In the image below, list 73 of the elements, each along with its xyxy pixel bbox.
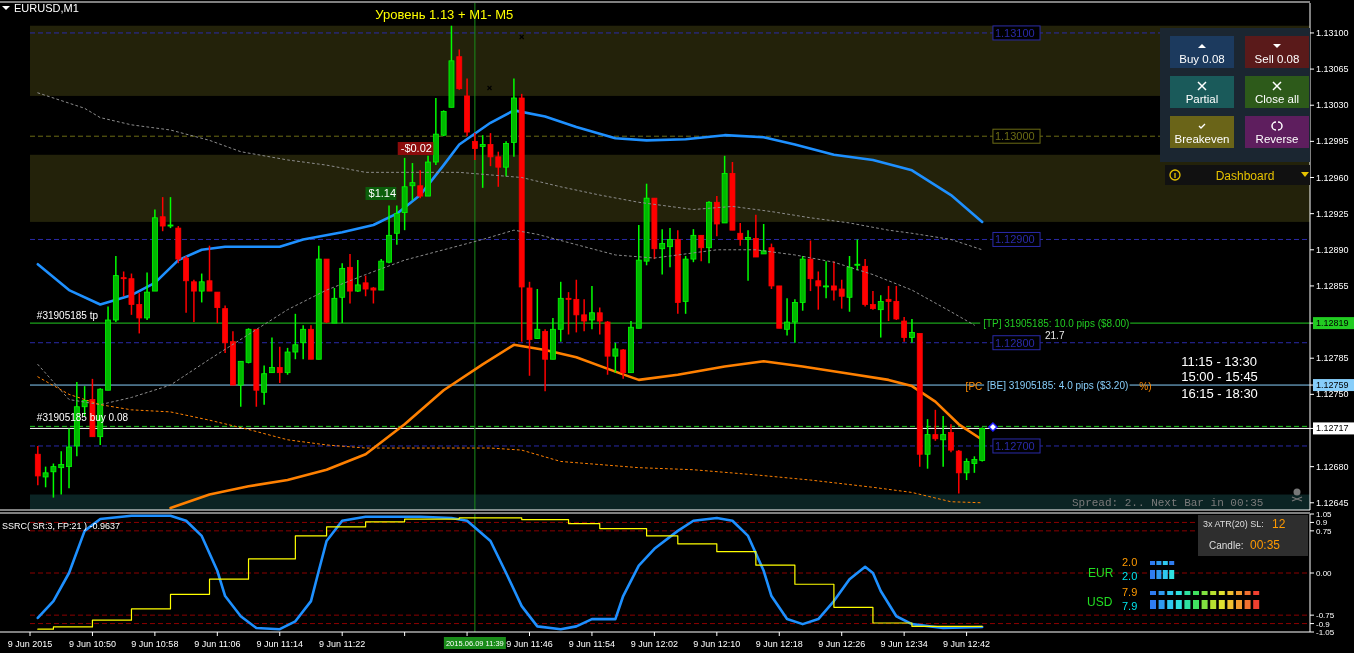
y-tick-label: -0.75 (1316, 611, 1335, 621)
ref-line-label: 1.13100 (994, 26, 1035, 39)
annotation: [PC (965, 381, 983, 392)
y-tick-label: 0.75 (1316, 526, 1333, 536)
y-tick-label: 1.12717 (1316, 423, 1349, 434)
annotation: Breakeven (1174, 133, 1230, 145)
y-tick-label: 1.12819 (1316, 318, 1349, 329)
y-tick-label: 1.13030 (1316, 100, 1349, 111)
annotation: 12 (1272, 517, 1286, 531)
y-tick-label: 1.12645 (1316, 497, 1349, 508)
annotation: Dashboard (1215, 169, 1275, 183)
annotation: Partial (1185, 93, 1219, 105)
annotation: Close all (1254, 93, 1300, 105)
x-tick-label: 9 Jun 11:14 (256, 639, 303, 649)
annotation: 16:15 - 18:30 (1181, 386, 1258, 401)
x-tick-label: 9 Jun 12:10 (693, 639, 741, 649)
annotation: $1.14 (368, 187, 397, 199)
x-tick-label: 9 Jun 12:34 (880, 639, 928, 649)
y-tick-label: 1.05 (1316, 510, 1333, 519)
text: SSRC( SR:3, FP:21 ) -0.9637 (2, 521, 121, 531)
ref-line-label: 1.12800 (994, 336, 1035, 349)
x-tick-label: 9 Jun 12:26 (818, 639, 866, 649)
y-tick-label: 1.12925 (1316, 208, 1349, 219)
y-tick-label: 1.12960 (1316, 172, 1349, 183)
annotation: 21.7 (1045, 330, 1065, 341)
annotation: 7.9 (1122, 600, 1138, 612)
annotation: EUR (1088, 566, 1114, 580)
y-tick-label: 1.13100 (1316, 27, 1349, 38)
y-tick-label: 1.13065 (1316, 64, 1349, 75)
annotation: 7.9 (1122, 586, 1138, 598)
annotation: 00:35 (1250, 538, 1281, 552)
y-tick-label: -0.9 (1316, 619, 1331, 629)
x-tick-label: 9 Jun 11:22 (319, 639, 366, 649)
x-tick-label: 9 Jun 10:58 (131, 639, 179, 649)
annotation: Reverse (1255, 133, 1299, 145)
y-tick-label: 0.00 (1316, 569, 1333, 578)
ref-line-label: 1.12900 (994, 233, 1035, 246)
ref-line-label: 1.12700 (994, 439, 1035, 452)
y-tick-label: 1.12750 (1316, 389, 1349, 400)
x-tick-label: 9 Jun 11:54 (568, 639, 616, 649)
x-tick-label: 9 Jun 10:50 (68, 639, 116, 649)
annotation: [BE] 31905185: 4.0 pips ($3.20) (987, 380, 1129, 391)
y-tick-label: 1.12759 (1316, 380, 1349, 391)
annotation: 2.0 (1122, 556, 1138, 568)
y-tick-label: 1.12890 (1316, 244, 1349, 255)
y-tick-label: 1.12855 (1316, 280, 1349, 291)
annotation: #31905185 tp (36, 310, 99, 321)
annotation: Sell 0.08 (1254, 53, 1300, 65)
x-tick-label: 9 Jun 11:06 (194, 639, 241, 649)
y-tick-label: 1.12995 (1316, 136, 1349, 147)
annotation: Buy 0.08 (1179, 53, 1225, 65)
x-tick-label: 9 Jun 12:42 (943, 639, 991, 649)
y-tick-label: 1.12680 (1316, 461, 1349, 472)
x-tick-label: 9 Jun 12:18 (755, 639, 803, 649)
y-tick-label: 0.9 (1316, 518, 1328, 528)
annotation: 3x ATR(20) SL: (1203, 519, 1264, 529)
ref-line-label: 1.13000 (994, 130, 1035, 143)
annotation: %) (1139, 381, 1152, 392)
x-tick-label: 9 Jun 2015 (7, 639, 53, 649)
annotation: USD (1087, 595, 1113, 609)
annotation: Candle: (1209, 540, 1244, 551)
chart-subtitle: Уровень 1.13 + M1- M5 (375, 7, 514, 22)
x-tick-label: 9 Jun 11:46 (506, 639, 553, 649)
y-tick-label: 1.12785 (1316, 353, 1349, 364)
y-tick-label: -1.05 (1316, 628, 1335, 637)
annotation: -$0.02 (400, 142, 432, 154)
annotation: [TP] 31905185: 10.0 pips ($8.00) (983, 318, 1130, 329)
annotation: 11:15 - 13:30 (1181, 354, 1257, 369)
chart-title: EURUSD,M1 (14, 2, 79, 14)
x-tick-label: 9 Jun 12:02 (630, 639, 678, 649)
annotation: 2.0 (1122, 570, 1138, 582)
annotation: Spread: 2.. Next Bar in 00:35 (1071, 497, 1264, 509)
annotation: 15:00 - 15:45 (1181, 369, 1258, 384)
